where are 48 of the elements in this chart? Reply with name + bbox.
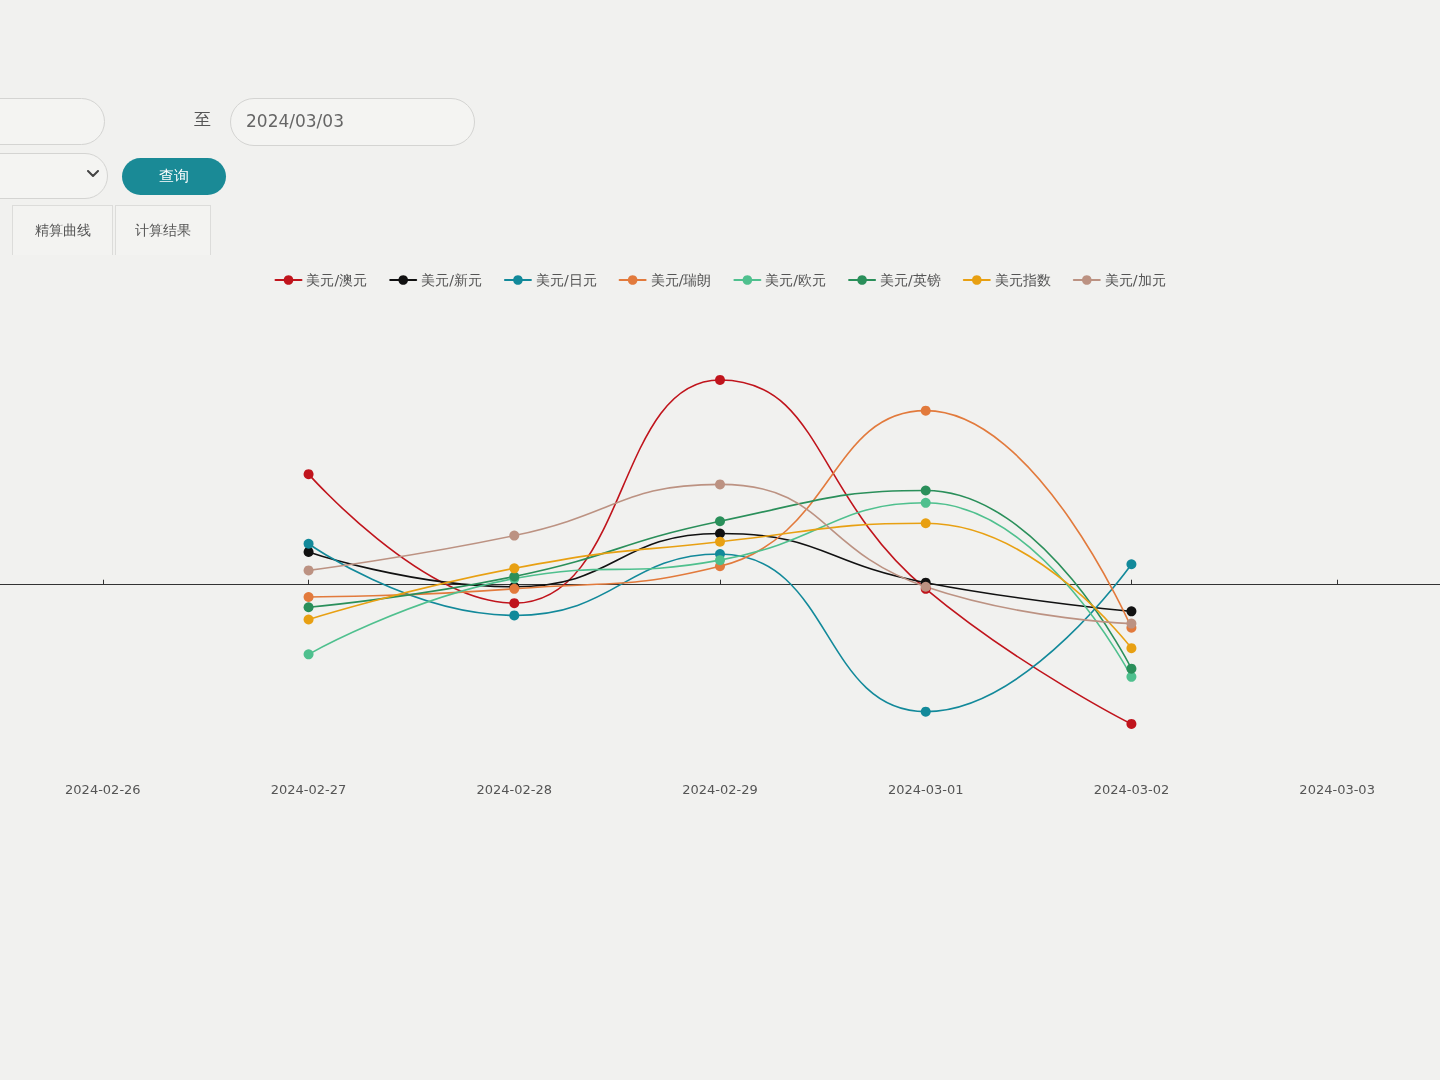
point: [715, 555, 725, 566]
point: [303, 649, 314, 660]
point: [920, 405, 931, 416]
x-tick-label: 2024-02-26: [65, 782, 141, 797]
point: [509, 530, 520, 541]
point: [303, 565, 314, 576]
legend-label: 美元/澳元: [306, 272, 368, 288]
legend-label: 美元/瑞朗: [650, 272, 712, 288]
legend-label: 美元/日元: [535, 272, 597, 288]
legend-label: 美元/英镑: [880, 272, 941, 288]
x-tick-label: 2024-02-28: [476, 782, 553, 797]
legend-label: 美元/加元: [1104, 272, 1166, 288]
tab: 计算结果: [115, 205, 211, 255]
point: [303, 602, 314, 613]
point: [715, 536, 725, 547]
legend-label: 美元指数: [994, 272, 1051, 288]
point: [715, 479, 725, 490]
point: [509, 563, 520, 574]
point: [509, 610, 520, 621]
date-field: 2024/03/03: [230, 98, 475, 146]
point: [1126, 606, 1137, 617]
x-tick-label: 2024-03-02: [1093, 782, 1170, 797]
point: [1126, 718, 1137, 729]
x-tick-label: 2024-02-27: [270, 782, 347, 797]
point: [303, 546, 314, 557]
point: [920, 518, 931, 529]
x-tick-label: 2024-03-03: [1299, 782, 1375, 797]
point: [920, 485, 931, 496]
point: [715, 516, 725, 527]
x-tick-label: 2024-03-01: [887, 782, 964, 797]
point: [920, 706, 931, 717]
point: [1126, 618, 1137, 629]
point: [1126, 663, 1137, 674]
x-tick-label: 2024-02-29: [682, 782, 758, 797]
point: [1126, 643, 1137, 654]
tab: 精算曲线: [12, 205, 113, 255]
point: [1126, 559, 1137, 570]
point: [303, 592, 314, 602]
legend-label: 美元/欧元: [765, 272, 827, 288]
text: 至: [194, 109, 211, 129]
button: 查询: [122, 158, 226, 195]
point: [920, 497, 931, 508]
point: [509, 598, 520, 609]
point: [303, 469, 314, 480]
legend-label: 美元/新元: [421, 272, 482, 288]
point: [303, 538, 314, 549]
point: [303, 614, 314, 625]
point: [715, 374, 725, 385]
